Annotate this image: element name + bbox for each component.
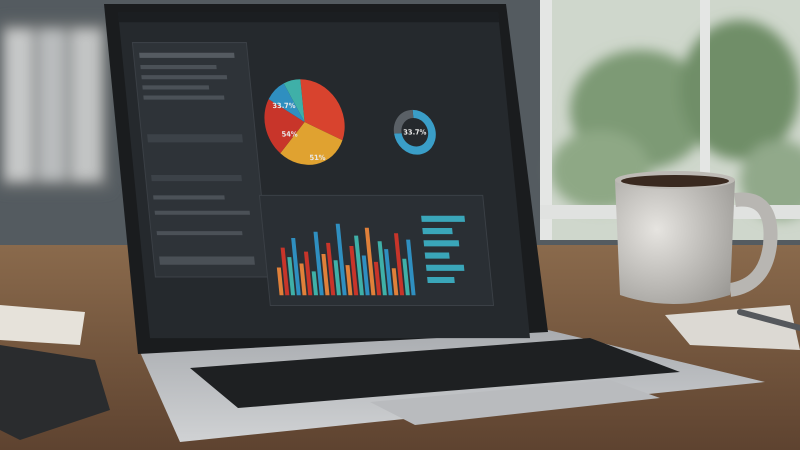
notebook: [0, 345, 110, 440]
hbar: [427, 276, 455, 284]
bar: [364, 227, 376, 296]
screen: 33.7% 54% 51% 33.7%: [118, 12, 531, 339]
donut-chart: [393, 109, 436, 155]
hbar: [422, 228, 453, 235]
bar: [349, 246, 359, 296]
bar: [361, 255, 370, 296]
pie-slice: [264, 99, 305, 154]
bar: [335, 223, 347, 296]
bar: [377, 241, 387, 296]
pie-slice: [268, 83, 305, 123]
bar: [402, 258, 410, 296]
donut-segment: [393, 109, 414, 134]
menu-bar: [118, 12, 500, 23]
sidebar: [131, 42, 270, 278]
bar: [321, 253, 330, 296]
hbar-chart: [421, 215, 466, 284]
pie-slice: [283, 79, 305, 123]
hbar: [421, 215, 466, 222]
bar: [287, 257, 296, 296]
paper-stack: [0, 305, 85, 345]
bar: [326, 242, 336, 296]
bar: [276, 267, 284, 296]
bar: [291, 238, 301, 296]
bar: [391, 268, 399, 296]
shelf: [0, 20, 110, 190]
pie-chart: [264, 79, 345, 165]
hbar: [425, 264, 465, 271]
hbar: [424, 252, 450, 259]
hbar: [423, 240, 460, 247]
laptop-base: [140, 330, 765, 442]
pie-slice: [280, 122, 343, 165]
bar: [280, 247, 290, 296]
bar: [406, 239, 416, 296]
bar: [384, 249, 393, 296]
donut-label: 33.7%: [403, 128, 427, 136]
mug: [615, 171, 778, 304]
bar: [299, 263, 307, 296]
bar: [345, 265, 353, 296]
pen: [737, 309, 800, 331]
pie-label: 51%: [309, 154, 326, 162]
bar: [333, 260, 341, 296]
pie-slice: [300, 79, 345, 141]
pie-label: 54%: [281, 130, 298, 138]
bar: [313, 231, 324, 296]
bar: [394, 233, 405, 296]
bar: [354, 235, 364, 296]
bar: [303, 251, 313, 296]
pie-label: 33.7%: [272, 102, 296, 110]
bar: [373, 261, 382, 296]
donut-segment: [394, 109, 436, 155]
bar-chart: [276, 223, 416, 296]
bar: [311, 271, 319, 296]
